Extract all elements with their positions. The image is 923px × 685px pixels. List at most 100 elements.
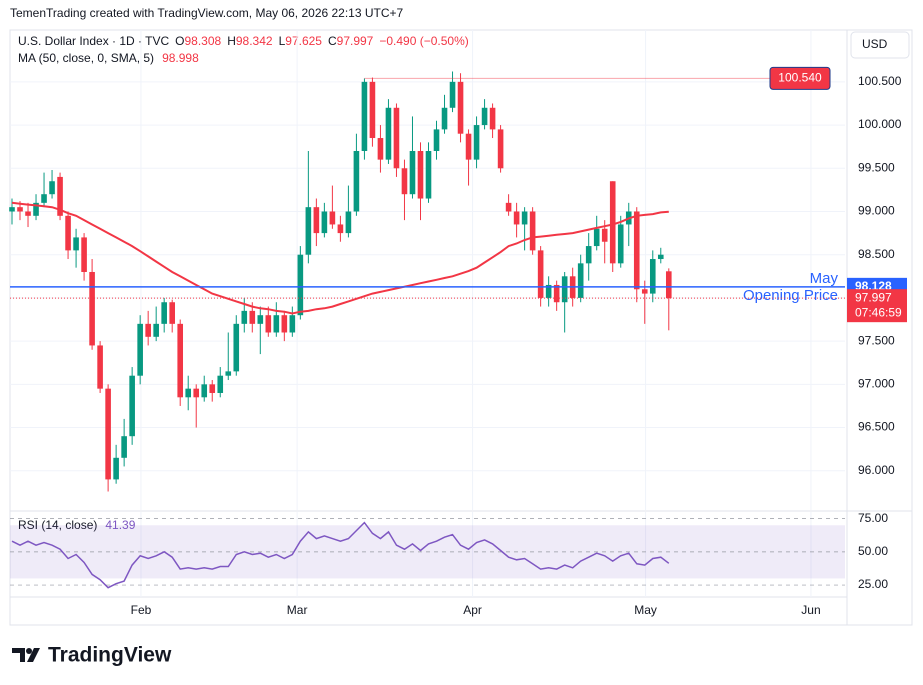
logo: TradingView — [12, 644, 172, 667]
candle-body — [105, 388, 111, 480]
candle-body — [41, 194, 47, 203]
candle-body — [617, 224, 624, 264]
candle-body — [385, 107, 392, 160]
y-tick-label: 99.500 — [858, 160, 895, 174]
candle-body — [449, 81, 456, 108]
candle-body — [289, 315, 296, 333]
logo-icon — [12, 648, 40, 662]
candle-body — [329, 211, 336, 225]
candle-body — [57, 176, 63, 216]
candle-body — [657, 254, 664, 260]
ohlc-label: O — [175, 34, 184, 48]
candle-body — [121, 436, 127, 458]
x-tick-label: May — [634, 603, 657, 617]
level-text: Opening Price — [743, 287, 838, 304]
candle-body — [609, 181, 616, 264]
candle-body — [265, 315, 272, 333]
ohlc-label: L — [279, 34, 286, 48]
ohlc-label: H — [227, 34, 236, 48]
rsi-label: RSI (14, close) — [18, 518, 97, 532]
y-tick-label: 75.00 — [858, 511, 888, 525]
candle-body — [425, 150, 432, 199]
ohlc-label: C — [328, 34, 337, 48]
y-tick-label: 100.500 — [858, 74, 902, 88]
candle-body — [297, 254, 304, 316]
candle-body — [9, 207, 15, 212]
candle-body — [601, 228, 608, 242]
candle-body — [641, 289, 648, 294]
candle-body — [457, 81, 464, 134]
candle-body — [33, 202, 39, 216]
candle-body — [113, 457, 119, 480]
candle-body — [633, 211, 640, 290]
y-tick-label: 99.000 — [858, 204, 895, 218]
candle-body — [593, 228, 600, 247]
candle-body — [369, 81, 376, 139]
candle-body — [545, 284, 552, 298]
candle-body — [185, 388, 192, 398]
y-tick-label: 25.00 — [858, 577, 888, 591]
candle-body — [305, 207, 312, 255]
candle-body — [433, 129, 440, 151]
last-price-tag — [847, 289, 907, 323]
candle-body — [281, 315, 288, 333]
candle-body — [313, 207, 320, 234]
candle-body — [561, 276, 568, 303]
candle-body — [129, 375, 135, 437]
candle-body — [377, 138, 384, 160]
candle-body — [233, 323, 240, 372]
candle-body — [417, 150, 424, 199]
ohlc-value: 98.342 — [236, 34, 273, 48]
x-tick-label: Apr — [463, 603, 482, 617]
candle-body — [257, 315, 264, 324]
candle-body — [321, 211, 328, 234]
candle-body — [209, 384, 216, 393]
candle-body — [665, 271, 672, 299]
candle-body — [577, 263, 584, 298]
rsi-value: 41.39 — [105, 518, 135, 532]
y-tick-label: 96.000 — [858, 463, 895, 477]
ma-label: MA (50, close, 0, SMA, 5) — [18, 51, 154, 65]
symbol: U.S. Dollar Index · 1D · TVC — [18, 34, 169, 48]
ohlc-value: 97.997 — [337, 34, 374, 48]
level-text: May — [810, 270, 839, 287]
candle-body — [49, 181, 55, 195]
candle-body — [249, 310, 256, 324]
candle-body — [353, 150, 360, 212]
brand: TradingView — [48, 644, 172, 667]
legend-rsi: RSI (14, close) 41.39 — [18, 518, 136, 532]
y-tick-label: 96.500 — [858, 420, 895, 434]
candle-body — [217, 375, 224, 393]
credit: TemenTrading created with TradingView.co… — [10, 6, 404, 20]
candle-body — [89, 271, 95, 346]
candle-body — [25, 211, 31, 216]
candle-body — [505, 202, 512, 212]
y-tick-label: 50.00 — [858, 544, 888, 558]
ma-line — [11, 201, 669, 315]
candle-body — [169, 302, 175, 324]
candle-body — [97, 345, 103, 389]
candle-body — [513, 211, 520, 225]
y-tick-label: 100.000 — [858, 117, 902, 131]
candle-body — [529, 211, 536, 251]
candle-body — [585, 246, 592, 264]
currency-button[interactable] — [850, 31, 910, 59]
ohlc-value: 98.308 — [185, 34, 222, 48]
candle-body — [361, 81, 368, 151]
last-price: 97.997 — [855, 290, 892, 304]
candle-body — [497, 129, 504, 169]
candle-body — [201, 384, 208, 398]
candle-body — [481, 107, 488, 126]
candle-body — [473, 125, 480, 160]
candle-body — [177, 323, 184, 398]
candle-body — [345, 211, 352, 234]
candle-body — [145, 323, 151, 337]
candle-body — [65, 215, 71, 251]
candle-body — [401, 168, 408, 195]
candle-body — [153, 323, 159, 337]
currency[interactable]: USD — [862, 37, 888, 51]
candle-body — [241, 310, 248, 324]
candle-body — [137, 323, 143, 376]
